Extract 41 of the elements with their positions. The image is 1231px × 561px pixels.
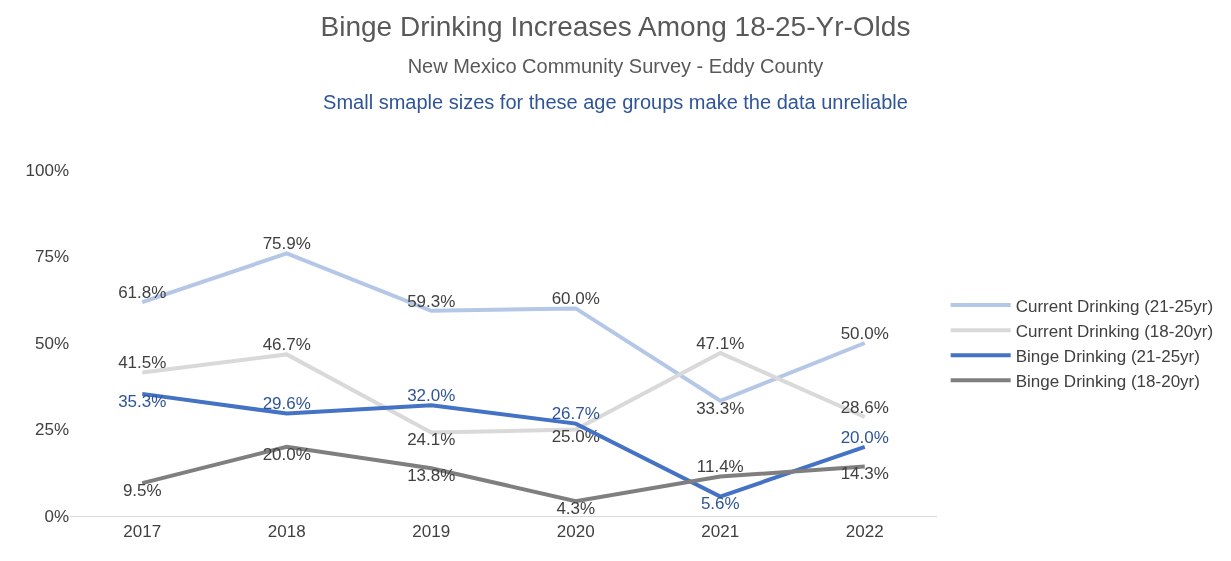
data-label: 13.8% (407, 466, 456, 485)
data-label: 5.6% (700, 494, 740, 514)
y-tick-label: 50% (34, 333, 69, 353)
y-tick-label: 75% (34, 247, 69, 267)
legend-label: Binge Drinking (18-20yr) (1015, 371, 1200, 391)
data-label: 29.6% (262, 394, 311, 414)
x-tick-label: 2022 (845, 522, 884, 542)
data-label: 75.9% (262, 234, 311, 254)
data-label: 24.1% (407, 430, 456, 450)
x-tick-label: 2019 (412, 522, 451, 542)
data-label: 11.4% (696, 457, 744, 477)
x-tick-label: 2021 (701, 522, 740, 542)
data-label: 14.3% (840, 464, 889, 484)
data-label: 33.3% (696, 398, 745, 418)
data-label: 61.8% (118, 282, 167, 302)
y-tick-label: 100% (25, 160, 69, 180)
legend-label: Current Drinking (21-25yr) (1015, 296, 1214, 316)
data-label: 4.3% (556, 498, 596, 518)
chart-subtitle: New Mexico Community Survey - Eddy County (407, 54, 824, 77)
chart-title: Binge Drinking Increases Among 18-25-Yr-Olds (320, 11, 911, 43)
data-label: 26.7% (551, 404, 600, 424)
x-tick-label: 2017 (123, 522, 162, 542)
data-label: 59.3% (407, 291, 456, 311)
data-label: 35.3% (118, 391, 167, 411)
data-label: 46.7% (262, 335, 311, 355)
data-label: 20.0% (840, 427, 889, 447)
legend-label: Current Drinking (18-20yr) (1015, 321, 1214, 341)
text: Small smaple sizes for these age groups make the data unreliable (323, 91, 908, 114)
data-label: 9.5% (122, 480, 162, 500)
y-tick-label: 25% (34, 420, 69, 440)
data-label: 28.6% (840, 397, 889, 417)
data-label: 41.5% (118, 353, 167, 373)
data-label: 60.0% (551, 289, 600, 309)
x-tick-label: 2018 (267, 522, 306, 542)
legend-label: Binge Drinking (21-25yr) (1015, 346, 1200, 366)
data-label: 32.0% (407, 386, 456, 406)
x-tick-label: 2020 (556, 522, 595, 542)
y-tick-label: 0% (44, 506, 69, 526)
data-label: 50.0% (840, 323, 889, 343)
data-label: 47.1% (696, 333, 745, 353)
data-label: 20.0% (262, 444, 311, 464)
